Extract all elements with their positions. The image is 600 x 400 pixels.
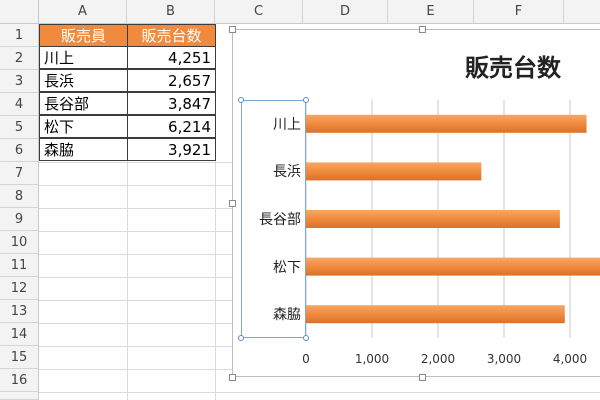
bar-長浜[interactable] [306, 162, 482, 181]
resize-handle[interactable] [229, 26, 236, 33]
row-header-15[interactable]: 15 [0, 346, 39, 369]
row-header-2[interactable]: 2 [0, 47, 39, 70]
cell-value[interactable]: 2,657 [127, 69, 216, 92]
selection-handle[interactable] [303, 335, 309, 341]
x-tick-label: 4,000 [552, 352, 588, 366]
row-header-16[interactable]: 16 [0, 369, 39, 392]
x-tick-label: 1,000 [354, 352, 390, 366]
cell-name[interactable]: 長浜 [39, 69, 128, 92]
row-header-14[interactable]: 14 [0, 323, 39, 346]
cell-name[interactable]: 松下 [39, 115, 128, 138]
row-header-5[interactable]: 5 [0, 116, 39, 139]
row-header-7[interactable]: 7 [0, 162, 39, 185]
cell-name[interactable]: 川上 [39, 46, 128, 69]
category-label: 長浜 [273, 164, 301, 181]
bar-森脇[interactable] [306, 305, 565, 324]
column-header-b[interactable]: B [127, 0, 215, 24]
column-header-d[interactable]: D [303, 0, 388, 24]
row-header-6[interactable]: 6 [0, 139, 39, 162]
column-header-g[interactable] [564, 0, 600, 24]
x-tick-label: 3,000 [486, 352, 522, 366]
plot-area[interactable] [233, 30, 600, 378]
cell-value[interactable]: 3,847 [127, 92, 216, 115]
select-all-corner[interactable] [0, 0, 39, 24]
row-header-12[interactable]: 12 [0, 277, 39, 300]
category-label: 長谷部 [259, 212, 301, 228]
category-label: 川上 [273, 116, 301, 133]
row-header-1[interactable]: 1 [0, 24, 39, 47]
cell-a1-header[interactable]: 販売員 [39, 24, 128, 47]
row-header-3[interactable]: 3 [0, 70, 39, 93]
cell-value[interactable]: 3,921 [127, 138, 216, 161]
resize-handle[interactable] [419, 26, 426, 33]
row-header-10[interactable]: 10 [0, 231, 39, 254]
row-header-4[interactable]: 4 [0, 93, 39, 116]
category-label: 森脇 [273, 307, 301, 324]
gridline [39, 392, 600, 393]
column-header-f[interactable]: F [474, 0, 564, 24]
bar-長谷部[interactable] [306, 210, 560, 228]
cell-value[interactable]: 4,251 [127, 46, 216, 69]
row-header-8[interactable]: 8 [0, 185, 39, 208]
category-label: 松下 [273, 259, 301, 276]
resize-handle[interactable] [229, 200, 236, 207]
row-header-17[interactable] [0, 392, 39, 400]
bar-chart[interactable]: 販売台数 川上長浜長谷部松下森脇 0 1,000 2,000 3,000 4,000 [229, 26, 600, 381]
cell-value[interactable]: 6,214 [127, 115, 216, 138]
resize-handle[interactable] [419, 374, 426, 381]
column-header-a[interactable]: A [39, 0, 127, 24]
row-header-9[interactable]: 9 [0, 208, 39, 231]
chart-title[interactable]: 販売台数 [465, 54, 561, 82]
bar-松下[interactable] [306, 257, 600, 276]
gridline [215, 24, 216, 400]
row-header-11[interactable]: 11 [0, 254, 39, 277]
cell-name[interactable]: 森脇 [39, 138, 128, 161]
column-header-c[interactable]: C [215, 0, 303, 24]
category-axis-selection[interactable] [238, 97, 309, 341]
cell-b1-header[interactable]: 販売台数 [127, 24, 216, 47]
selection-handle[interactable] [303, 97, 309, 103]
x-tick-label: 2,000 [420, 352, 456, 366]
bar-川上[interactable] [306, 114, 587, 133]
selection-handle[interactable] [238, 97, 244, 103]
selection-handle[interactable] [238, 335, 244, 341]
cell-name[interactable]: 長谷部 [39, 92, 128, 115]
x-tick-label: 0 [302, 352, 310, 366]
row-header-13[interactable]: 13 [0, 300, 39, 323]
gridline [127, 24, 128, 400]
column-header-e[interactable]: E [388, 0, 474, 24]
resize-handle[interactable] [229, 374, 236, 381]
